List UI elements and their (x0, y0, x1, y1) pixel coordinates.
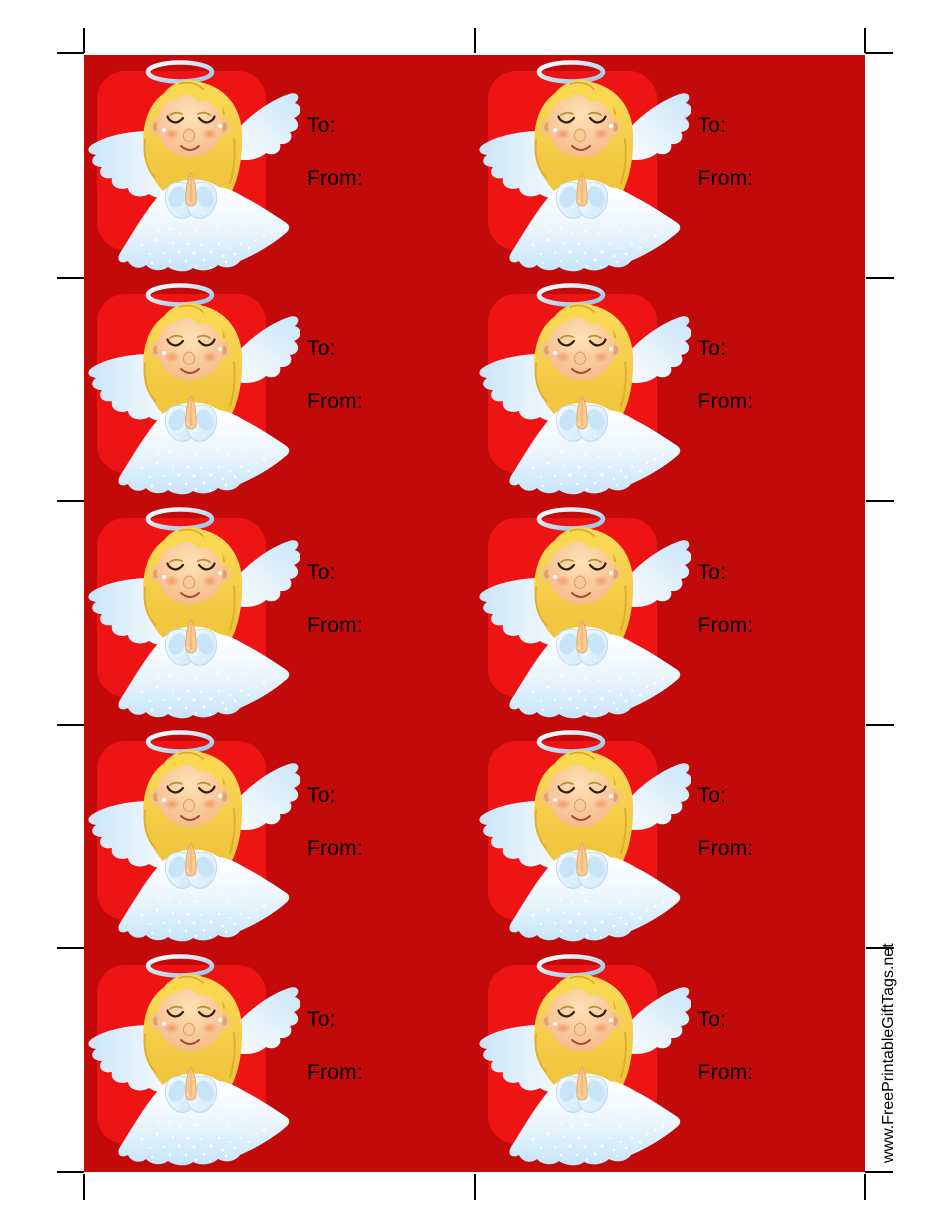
from-label: From: (697, 613, 754, 637)
crop-mark (866, 277, 894, 279)
angel-illustration (84, 725, 300, 948)
from-label: From: (307, 167, 363, 190)
crop-mark (864, 1174, 866, 1200)
to-label: To: (307, 337, 336, 361)
angel-illustration (84, 502, 300, 725)
gift-tag-sheet: To: From: To: From: To: From: To: From: … (84, 55, 865, 1172)
crop-mark (865, 52, 893, 54)
gift-tag: To: From: (84, 949, 475, 1172)
angel-illustration (475, 55, 691, 278)
from-label: From: (697, 837, 754, 861)
to-label: To: (697, 114, 727, 137)
angel-illustration (475, 278, 691, 501)
gift-tag: To: From: (84, 502, 475, 725)
angel-illustration (475, 949, 691, 1172)
crop-mark (57, 724, 84, 726)
crop-mark (474, 28, 476, 53)
to-label: To: (307, 114, 336, 137)
crop-mark (83, 28, 85, 53)
to-label: To: (307, 784, 336, 808)
crop-mark (57, 52, 84, 54)
angel-illustration (475, 725, 691, 948)
gift-tag: To: From: (475, 725, 866, 948)
crop-mark (864, 28, 866, 53)
from-label: From: (307, 390, 363, 414)
watermark-url: www.FreePrintableGiftTags.net (880, 943, 897, 1163)
gift-tag: To: From: (84, 55, 475, 278)
from-label: From: (697, 1060, 754, 1084)
from-label: From: (307, 613, 363, 637)
to-label: To: (307, 1007, 336, 1031)
gift-tag: To: From: (475, 55, 866, 278)
gift-tag: To: From: (84, 725, 475, 948)
angel-illustration (84, 278, 300, 501)
to-label: To: (697, 784, 727, 808)
gift-tag: To: From: (475, 502, 866, 725)
gift-tag: To: From: (475, 278, 866, 501)
crop-mark (57, 947, 84, 949)
gift-tag: To: From: (84, 278, 475, 501)
crop-mark (866, 724, 894, 726)
crop-mark (83, 1174, 85, 1200)
crop-mark (57, 277, 84, 279)
crop-mark (866, 500, 894, 502)
crop-mark (57, 500, 84, 502)
to-label: To: (697, 337, 727, 361)
crop-mark (474, 1174, 476, 1200)
to-label: To: (697, 1007, 727, 1031)
angel-illustration (475, 502, 691, 725)
to-label: To: (307, 560, 336, 584)
gift-tag: To: From: (475, 949, 866, 1172)
angel-illustration (84, 949, 300, 1172)
crop-mark (865, 1171, 893, 1173)
angel-illustration (84, 55, 300, 278)
from-label: From: (307, 837, 363, 861)
crop-mark (57, 1171, 84, 1173)
from-label: From: (697, 167, 754, 190)
crop-mark (866, 947, 894, 949)
from-label: From: (307, 1060, 363, 1084)
to-label: To: (697, 560, 727, 584)
from-label: From: (697, 390, 754, 414)
